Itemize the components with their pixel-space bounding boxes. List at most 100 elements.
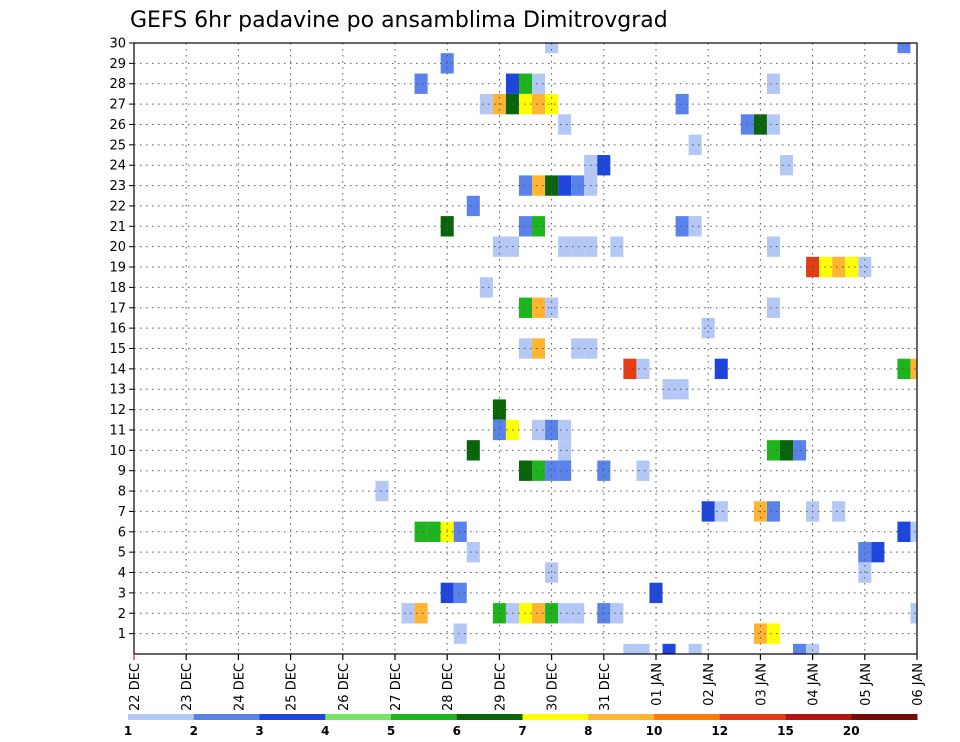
y-tick-label: 10 — [109, 444, 126, 459]
grid-lines — [134, 43, 917, 654]
y-tick-label: 23 — [109, 179, 126, 194]
precip-cell — [532, 93, 546, 115]
precip-cell — [558, 603, 572, 624]
precip-cell — [545, 175, 559, 196]
precip-cell — [558, 460, 572, 481]
precip-cells — [375, 43, 917, 654]
legend-swatch — [259, 714, 326, 720]
legend-label: 5 — [387, 724, 395, 738]
y-tick-label: 29 — [109, 57, 126, 72]
precip-cell — [414, 521, 428, 542]
y-tick-label: 6 — [118, 525, 126, 540]
precip-cell — [675, 216, 689, 237]
precip-cell — [597, 155, 611, 176]
legend-swatch — [128, 714, 195, 720]
precip-cell — [714, 501, 728, 522]
y-tick-label: 18 — [109, 281, 126, 296]
y-tick-label: 22 — [109, 199, 126, 214]
legend-label: 3 — [255, 724, 263, 738]
legend-swatch — [193, 714, 260, 720]
y-tick-label: 15 — [109, 342, 126, 357]
legend-label: 4 — [321, 724, 329, 738]
x-tick-label: 24 DEC — [232, 663, 247, 711]
precip-cell — [610, 603, 624, 624]
precip-cell — [479, 277, 493, 298]
y-tick-label: 27 — [109, 98, 126, 113]
precip-cell — [466, 195, 480, 217]
precip-cell — [753, 114, 767, 135]
precip-cell — [401, 603, 415, 624]
y-axis: 1234567891011121314151617181920212223242… — [109, 37, 134, 642]
y-tick-label: 7 — [118, 505, 126, 520]
precip-cell — [466, 541, 480, 563]
precip-cell — [479, 93, 493, 115]
precip-cell — [453, 582, 467, 604]
y-tick-label: 28 — [109, 77, 126, 92]
precip-cell — [675, 379, 689, 400]
precip-cell — [897, 358, 911, 380]
y-tick-label: 12 — [109, 403, 126, 418]
precip-cell — [623, 643, 637, 654]
precip-cell — [623, 358, 637, 380]
precip-cell — [806, 643, 820, 654]
legend-swatch — [522, 714, 589, 720]
precip-cell — [414, 73, 428, 94]
precip-cell — [453, 623, 467, 644]
x-tick-label: 02 JAN — [702, 663, 717, 706]
precip-cell — [558, 419, 572, 441]
precip-cell — [910, 358, 917, 380]
precip-cell — [532, 460, 546, 481]
precip-cell — [858, 562, 872, 583]
precip-cell — [571, 338, 585, 359]
precip-cell — [832, 501, 846, 522]
precip-cell — [532, 297, 546, 318]
precip-cell — [688, 134, 702, 156]
legend-label: 6 — [453, 724, 461, 738]
precip-cell — [571, 175, 585, 196]
precip-cell — [897, 521, 911, 542]
precip-cell — [558, 175, 572, 196]
legend-swatch — [785, 714, 852, 720]
legend-label: 2 — [190, 724, 198, 738]
precip-cell — [571, 603, 585, 624]
y-tick-label: 1 — [118, 627, 126, 642]
precip-cell — [545, 419, 559, 441]
precip-cell — [466, 440, 480, 461]
precip-cell — [453, 521, 467, 542]
x-tick-label: 22 DEC — [128, 663, 143, 711]
precip-cell — [375, 480, 389, 502]
precip-cell — [636, 358, 650, 380]
legend-label: 1 — [124, 724, 132, 738]
x-tick-label: 28 DEC — [441, 663, 456, 711]
y-tick-label: 24 — [109, 159, 126, 174]
legend-label: 20 — [843, 724, 860, 738]
precip-cell — [858, 541, 872, 563]
precip-cell — [558, 440, 572, 461]
precip-cell — [779, 440, 794, 461]
precip-cell — [766, 297, 780, 318]
x-tick-label: 06 JAN — [911, 663, 926, 706]
precip-cell — [532, 73, 546, 94]
precip-cell — [766, 114, 780, 135]
x-tick-label: 25 DEC — [285, 663, 300, 711]
x-tick-label: 23 DEC — [180, 663, 195, 711]
precip-cell — [610, 236, 624, 257]
precip-cell — [545, 43, 559, 54]
y-tick-label: 14 — [109, 362, 126, 377]
precip-cell — [910, 603, 917, 624]
x-tick-label: 04 JAN — [807, 663, 822, 706]
precip-cell — [858, 256, 872, 278]
y-tick-label: 19 — [109, 261, 126, 276]
precip-cell — [492, 236, 506, 257]
legend-swatch — [654, 714, 721, 720]
legend-swatch — [851, 714, 918, 720]
y-tick-label: 5 — [118, 546, 126, 561]
legend-swatch — [456, 714, 523, 720]
precip-cell — [793, 440, 807, 461]
legend-label: 8 — [584, 724, 592, 738]
precip-cell — [819, 256, 833, 278]
y-tick-label: 26 — [109, 118, 126, 133]
precip-cell — [532, 175, 546, 196]
legend-swatch — [391, 714, 458, 720]
